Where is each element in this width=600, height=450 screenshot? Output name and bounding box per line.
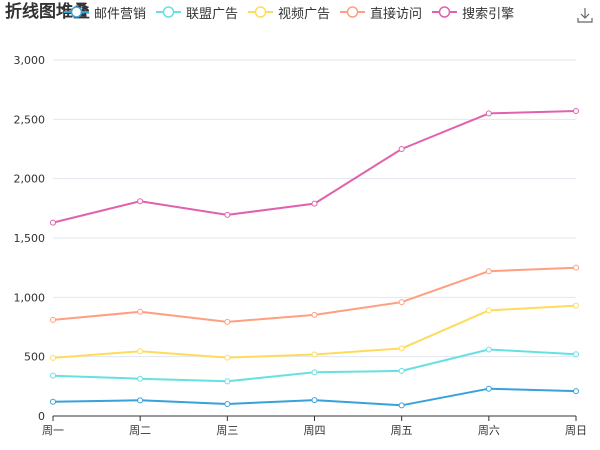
- series-4: [50, 264, 579, 325]
- data-point: [573, 302, 579, 309]
- legend-label: 联盟广告: [186, 6, 239, 22]
- legend-item[interactable]: 邮件营销: [64, 3, 146, 22]
- series-3: [50, 302, 579, 361]
- data-point: [137, 348, 144, 355]
- legend-marker-icon: [248, 6, 274, 18]
- data-point: [50, 398, 56, 405]
- data-point: [50, 372, 56, 379]
- axes: 0 500 1,000 1,500 2,000 2,500 3,000 周一 周二 周三 周四 周五 周…: [14, 54, 588, 437]
- x-tick-label: 周五: [391, 424, 413, 437]
- data-point: [224, 378, 231, 385]
- grid-lines: [53, 59, 576, 358]
- data-point: [485, 346, 492, 353]
- data-point: [137, 375, 144, 382]
- data-point: [485, 385, 492, 392]
- x-tick-label: 周二: [129, 424, 151, 437]
- x-tick-label: 周三: [216, 424, 238, 437]
- data-point: [311, 369, 318, 376]
- data-point: [224, 318, 231, 325]
- data-point: [573, 351, 579, 358]
- y-tick-label: 1,000: [14, 291, 46, 304]
- legend-item[interactable]: 搜索引擎: [432, 3, 514, 22]
- legend-marker-icon: [64, 6, 89, 18]
- download-icon[interactable]: [576, 6, 594, 24]
- legend-marker-icon: [340, 6, 366, 18]
- y-tick-label: 2,000: [14, 173, 46, 186]
- legend-marker-icon: [156, 6, 182, 18]
- legend-label: 邮件营销: [94, 6, 147, 22]
- legend-marker-icon: [432, 6, 458, 18]
- data-point: [137, 198, 144, 205]
- data-point: [485, 110, 492, 117]
- data-point: [50, 316, 56, 323]
- y-tick-label: 1,500: [14, 232, 46, 245]
- data-point: [485, 307, 492, 314]
- series-layer: [50, 108, 579, 409]
- data-point: [398, 299, 405, 306]
- series-5: [50, 108, 579, 226]
- data-point: [50, 354, 56, 361]
- data-point: [137, 308, 144, 315]
- data-point: [137, 397, 144, 404]
- data-point: [311, 311, 318, 318]
- series-1: [50, 385, 579, 409]
- y-tick-label: 2,500: [14, 113, 46, 126]
- data-point: [398, 345, 405, 352]
- data-point: [224, 401, 231, 408]
- data-point: [573, 388, 579, 395]
- data-point: [311, 397, 318, 404]
- legend-item[interactable]: 直接访问: [340, 3, 422, 22]
- data-point: [224, 211, 231, 218]
- x-tick-label: 周六: [478, 424, 500, 437]
- legend-label: 视频广告: [278, 6, 331, 22]
- y-tick-label: 3,000: [14, 54, 46, 67]
- data-point: [485, 268, 492, 275]
- legend-item[interactable]: 视频广告: [248, 3, 330, 22]
- y-tick-label: 500: [24, 351, 45, 364]
- data-point: [573, 108, 579, 115]
- legend-item[interactable]: 联盟广告: [156, 3, 238, 22]
- x-tick-label: 周一: [42, 424, 64, 437]
- data-point: [398, 367, 405, 374]
- data-point: [311, 351, 318, 358]
- data-point: [398, 146, 405, 152]
- legend: 邮件营销 联盟广告 视频广告 直接访问 搜索引擎: [64, 2, 524, 22]
- data-point: [50, 219, 56, 226]
- legend-label: 搜索引擎: [462, 6, 515, 22]
- x-tick-label: 周日: [565, 424, 587, 437]
- data-point: [573, 264, 579, 271]
- x-tick-label: 周四: [304, 424, 326, 437]
- legend-label: 直接访问: [370, 6, 423, 22]
- data-point: [224, 354, 231, 361]
- y-tick-label: 0: [38, 410, 45, 423]
- series-2: [50, 346, 579, 385]
- chart-title: 折线图堆叠: [5, 2, 90, 22]
- data-point: [398, 402, 405, 409]
- data-point: [311, 200, 318, 207]
